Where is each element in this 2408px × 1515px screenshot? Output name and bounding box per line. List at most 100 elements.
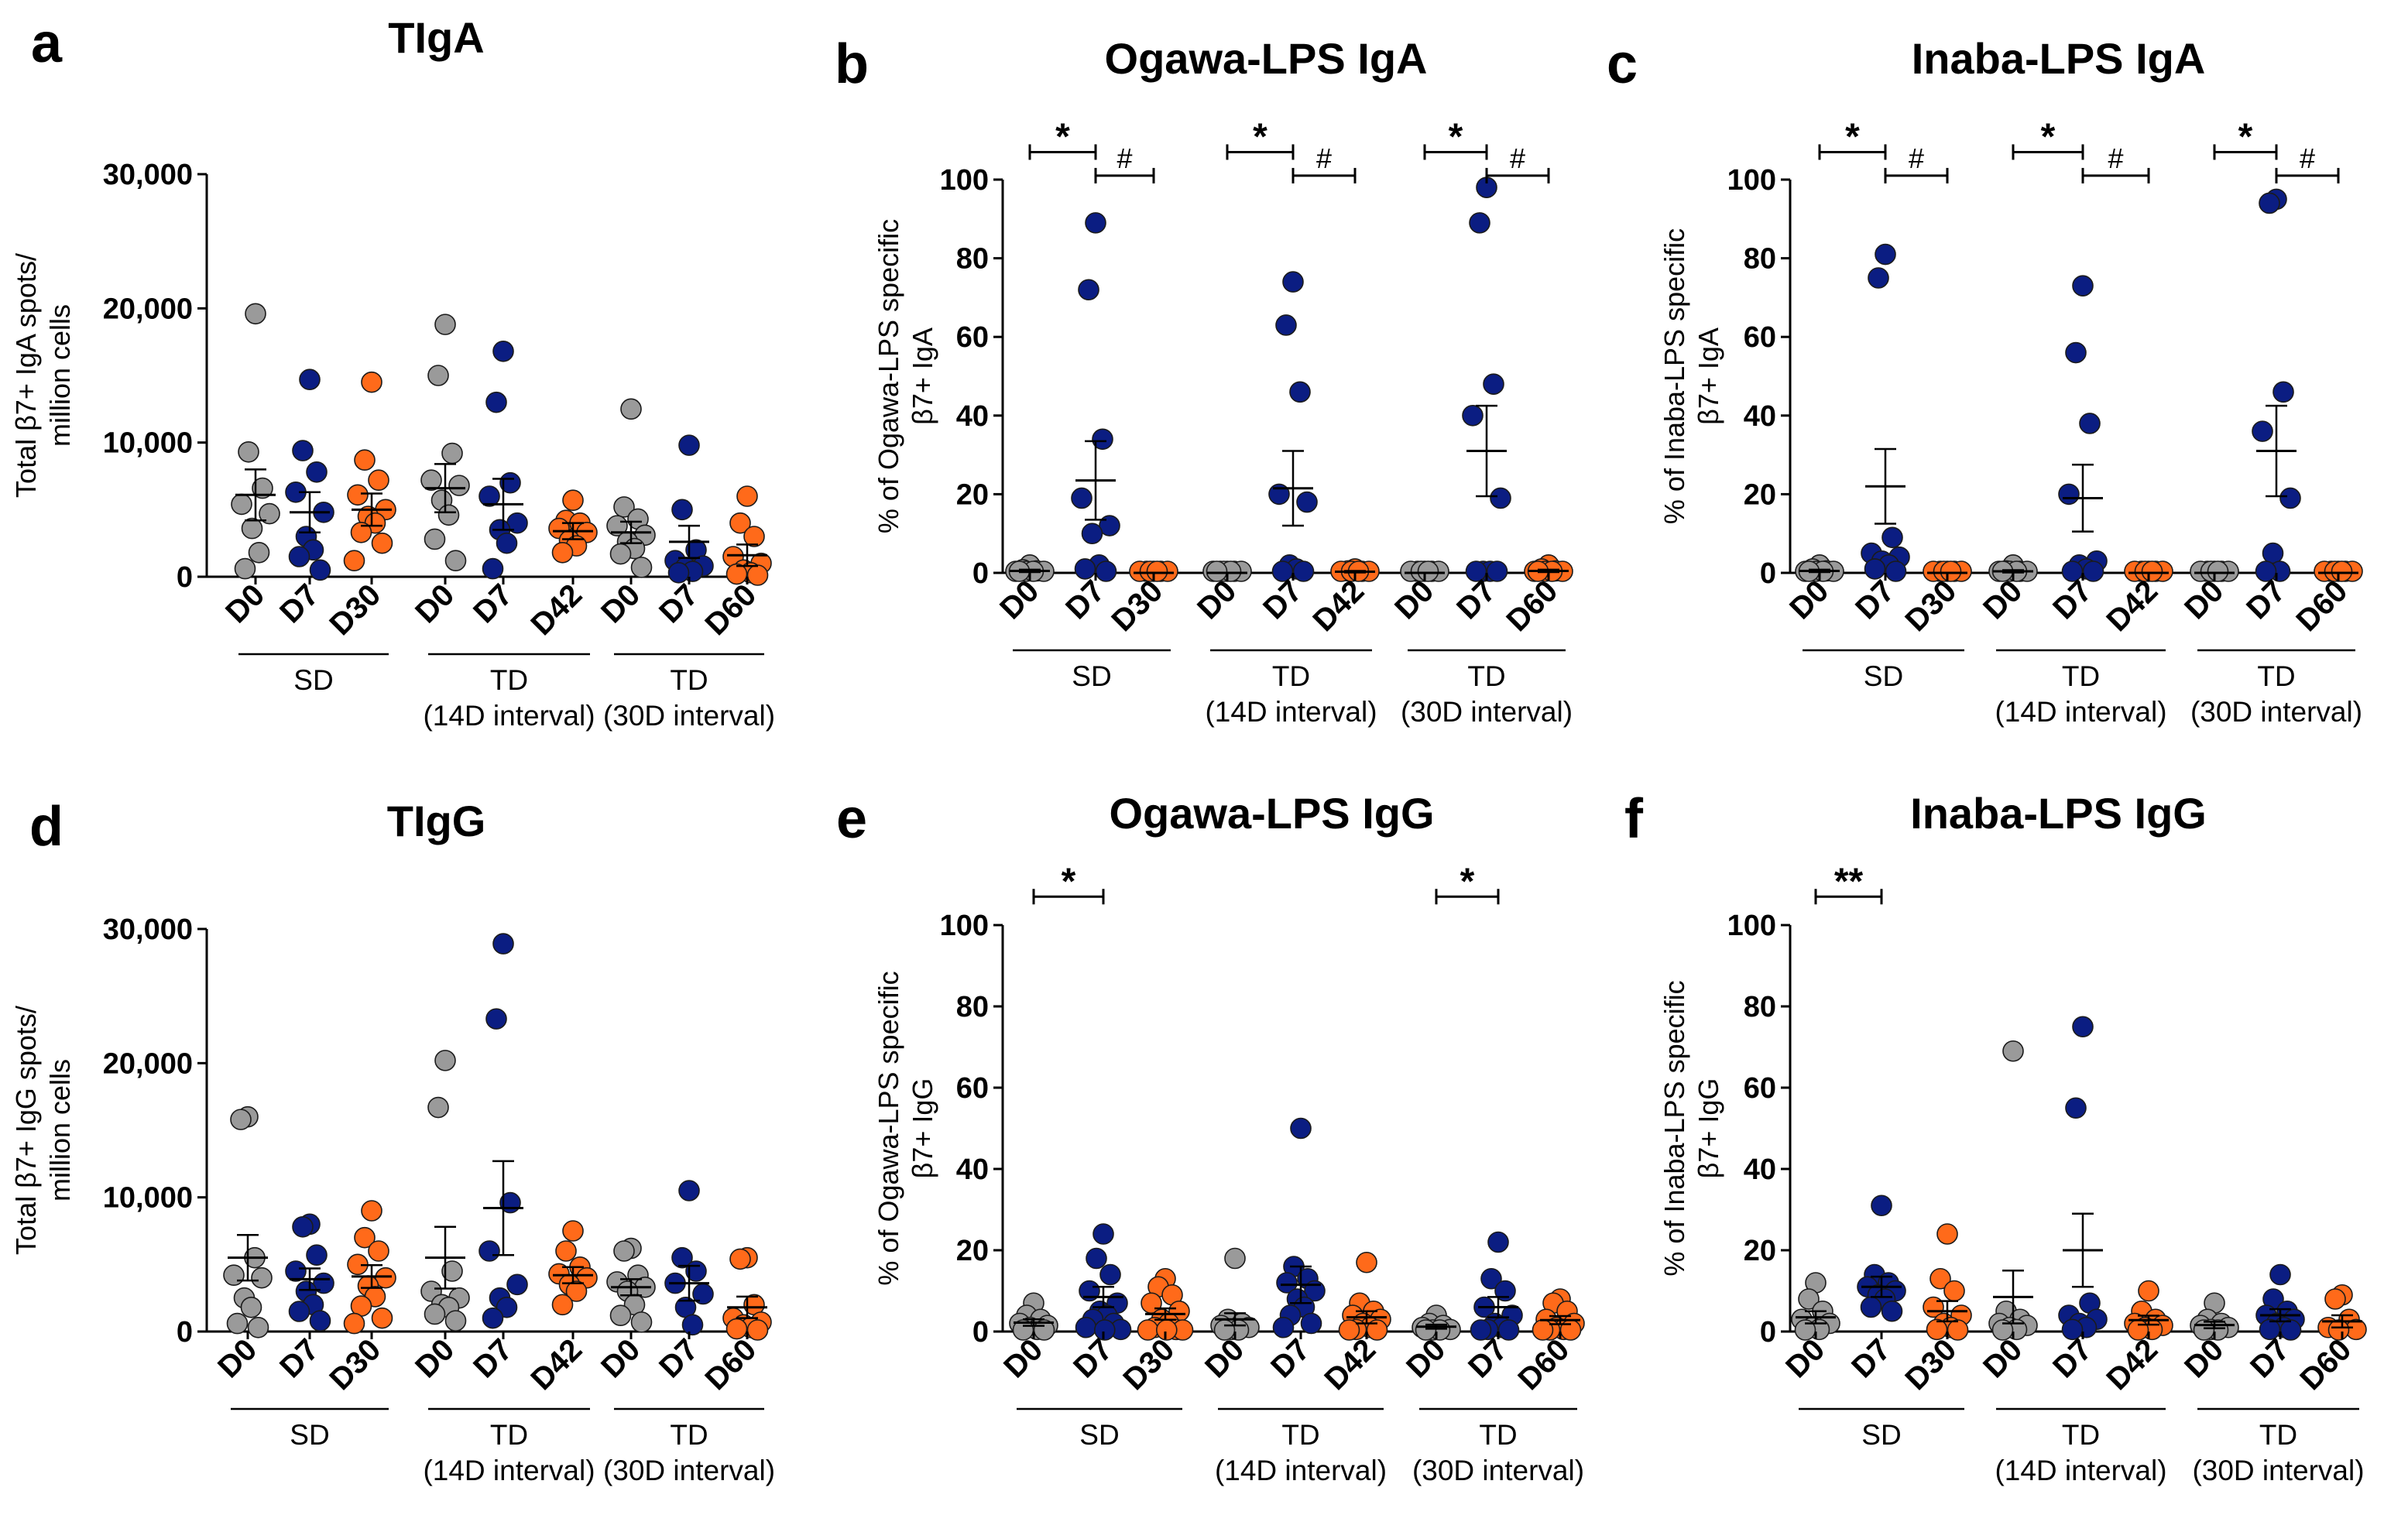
group-sublabel: (30D interval) (603, 700, 775, 732)
data-point (613, 1240, 635, 1262)
significance-marker: * (1449, 116, 1463, 157)
data-point (375, 1266, 396, 1289)
data-point (1926, 1318, 1948, 1341)
data-point (746, 564, 769, 586)
panel-label: d (29, 796, 63, 858)
x-tick-label: D60 (2290, 574, 2354, 638)
group-sublabel: (30D interval) (2190, 696, 2362, 728)
data-point (1300, 1312, 1322, 1335)
data-point (1881, 526, 1903, 549)
data-point (2082, 560, 2104, 582)
data-point (1093, 1223, 1114, 1245)
data-point (437, 504, 460, 526)
data-point (259, 502, 280, 525)
data-point (427, 365, 449, 386)
data-point (434, 1050, 456, 1071)
x-tick-label: D0 (2178, 1332, 2230, 1384)
y-axis-label: % of Inaba-LPS specificβ7+ IgG (1659, 980, 1724, 1276)
data-point (485, 1008, 507, 1030)
data-point (1462, 404, 1484, 427)
y-tick-label: 0 (1760, 1316, 1776, 1349)
data-point (1868, 267, 1889, 289)
data-point (2279, 487, 2301, 509)
y-tick-label: 100 (940, 164, 989, 197)
data-point (1885, 560, 1907, 582)
y-tick-label: 40 (956, 1153, 989, 1186)
group-sublabel: (30D interval) (603, 1455, 775, 1486)
group-label: TD (490, 664, 528, 696)
data-point (1206, 560, 1228, 582)
data-point (1798, 1288, 1820, 1310)
data-point (2279, 1319, 2302, 1341)
x-tick-label: D7 (467, 1332, 519, 1384)
data-point (448, 475, 470, 496)
panel-c: c Inaba-LPS IgA 0 20 40 60 80 100% of Inaba-LPS… (1607, 33, 2363, 728)
data-point (1074, 558, 1096, 580)
y-tick-label: 0 (1760, 557, 1776, 590)
data-point (743, 526, 765, 547)
data-point (496, 532, 518, 554)
y-tick-label: 20 (1744, 478, 1776, 511)
significance-marker: * (1845, 116, 1860, 157)
data-point (492, 933, 514, 955)
data-point (1366, 1319, 1388, 1341)
x-tick-label: D60 (1511, 1332, 1576, 1397)
panel-label: a (31, 12, 63, 74)
data-point (371, 1307, 393, 1329)
panel-label: b (835, 33, 869, 95)
y-tick-label: 30,000 (103, 159, 193, 191)
data-point (1559, 1319, 1582, 1341)
data-point (485, 391, 507, 413)
x-tick-label: D7 (273, 1332, 325, 1384)
x-tick-label: D0 (1783, 574, 1835, 626)
data-point (2058, 483, 2080, 506)
data-point (1494, 1280, 1516, 1302)
data-point (1487, 1231, 1509, 1253)
data-point (1094, 1319, 1116, 1341)
group-label: TD (2259, 1419, 2297, 1451)
data-point (292, 440, 314, 461)
data-point (671, 1246, 693, 1269)
data-point (1480, 1267, 1502, 1290)
data-point (671, 499, 693, 521)
panel-e: e Ogawa-LPS IgG 0 20 40 60 80 100% of Ogawa-LPS… (836, 788, 1585, 1486)
data-point (1465, 560, 1487, 582)
x-tick-label: D30 (1899, 574, 1963, 638)
data-point (2259, 192, 2280, 214)
data-point (479, 1240, 500, 1262)
data-point (2061, 560, 2084, 582)
group-label: SD (1072, 660, 1111, 692)
data-point (2065, 1097, 2087, 1119)
data-point (2207, 560, 2229, 582)
data-point (343, 550, 365, 572)
data-point (678, 434, 700, 456)
data-point (678, 1180, 700, 1201)
chart-title: TIgG (387, 797, 486, 845)
data-point (2061, 1318, 2084, 1341)
group-label: SD (290, 1419, 329, 1451)
data-point (609, 1304, 632, 1326)
significance-marker: # (2300, 142, 2315, 174)
data-point (368, 1240, 389, 1262)
y-tick-label: 40 (1744, 1153, 1776, 1186)
data-point (1092, 428, 1113, 451)
x-tick-label: D60 (1500, 574, 1564, 638)
data-point (1936, 1223, 1958, 1245)
data-point (1794, 1319, 1816, 1341)
panel-f: f Inaba-LPS IgG 0 20 40 60 80 100 % of Inaba-LPS… (1624, 788, 2367, 1486)
data-point (1081, 523, 1103, 545)
data-point (288, 546, 310, 567)
data-point (2259, 1318, 2281, 1341)
x-tick-label: D0 (211, 1332, 263, 1384)
y-tick-label: 80 (956, 243, 989, 276)
data-point (482, 1307, 504, 1329)
y-axis-label: Total β7+ IgA spots/million cells (10, 253, 76, 498)
data-point (444, 550, 467, 572)
data-point (667, 561, 690, 584)
y-tick-label: 80 (956, 991, 989, 1023)
data-point (2065, 341, 2087, 364)
x-tick-label: D7 (1067, 1332, 1119, 1384)
data-point (354, 449, 376, 471)
data-point (1864, 558, 1886, 580)
